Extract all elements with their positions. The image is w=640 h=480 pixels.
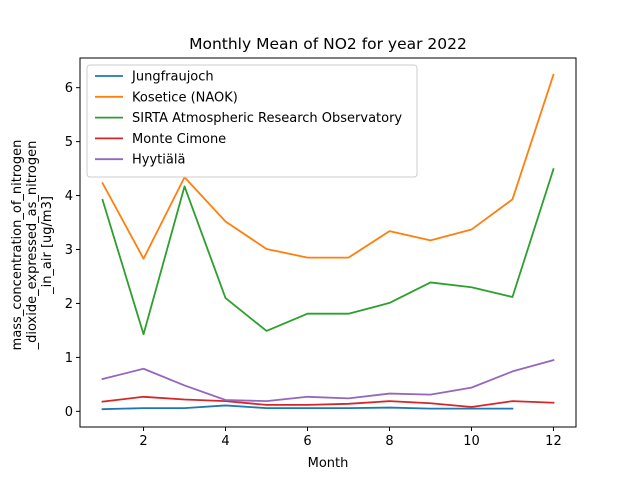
x-tick-label: 12 [545,434,562,449]
x-tick-label: 2 [139,434,147,449]
plot-frame [79,57,577,428]
x-axis-label: Month [308,456,349,471]
legend-box [86,64,418,178]
y-tick-label: 3 [65,243,73,258]
x-tick-label: 6 [303,434,311,449]
x-axis: 2 4 6 8 10 12 [139,427,562,449]
chart-title: Monthly Mean of NO2 for year 2022 [189,35,467,53]
y-axis: 0 1 2 3 4 5 6 [65,81,80,420]
series-line-2 [101,73,555,260]
y-axis-label-line-2: _dioxide_expressed_as_nitrogen [25,141,40,351]
series-line-5 [101,359,555,403]
legend-label: Hyytiälä [132,153,185,168]
legend-label: Monte Cimone [132,132,226,147]
x-tick-label: 8 [385,434,393,449]
y-axis-label-line-3: _in_air [ug/m3] [40,196,55,295]
y-axis-label-line-1: mass_concentration_of_nitrogen [10,140,25,351]
legend-label: Kosetice (NAOK) [132,90,238,105]
series-lines [101,73,555,411]
legend-label: SIRTA Atmospheric Research Observatory [132,111,402,126]
x-tick-label: 4 [221,434,229,449]
y-tick-label: 4 [65,189,73,204]
series-line-3 [101,167,555,336]
y-tick-label: 0 [65,405,73,420]
y-axis-label: mass_concentration_of_nitrogen _dioxide_… [10,140,55,351]
y-tick-label: 2 [65,297,73,312]
x-tick-label: 10 [463,434,480,449]
series-line-1 [101,404,514,411]
y-tick-label: 1 [65,351,73,366]
series-line-4 [101,395,555,408]
legend: Jungfraujoch Kosetice (NAOK) SIRTA Atmosph… [86,64,418,178]
y-tick-label: 6 [65,81,73,96]
y-tick-label: 5 [65,135,73,150]
legend-label: Jungfraujoch [131,70,214,85]
